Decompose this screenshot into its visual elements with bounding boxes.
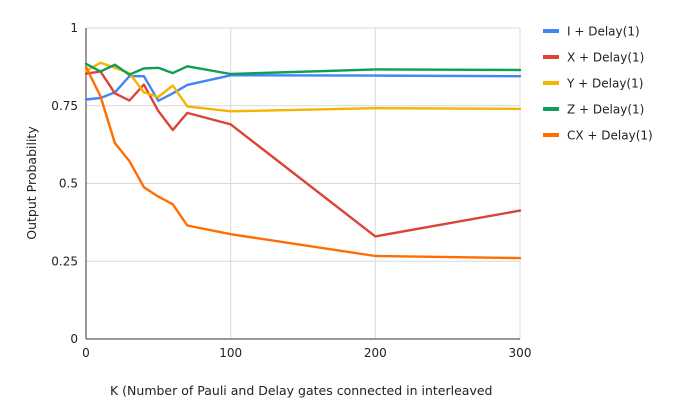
legend-label: CX + Delay(1) [567,129,653,143]
legend-label: Y + Delay(1) [566,77,643,91]
legend-label: I + Delay(1) [567,25,640,39]
grid-lines [86,27,521,339]
y-tick-label: 0.5 [59,177,78,191]
y-tick-label: 0.25 [51,254,78,268]
x-tick-label: 100 [219,346,242,360]
x-tick-label: 0 [82,346,90,360]
tick-labels: 0 0.25 0.5 0.75 1 0 100 200 300 [51,21,531,360]
legend: I + Delay(1) X + Delay(1) Y + Delay(1) Z + … [543,25,653,143]
x-tick-label: 300 [509,346,532,360]
x-axis-title: K (Number of Pauli and Delay gates conne… [110,383,492,398]
series-line-2 [84,70,522,238]
legend-label: Z + Delay(1) [567,103,644,117]
series-line-1 [84,74,522,103]
series-lines [84,61,522,260]
series-line-5 [84,65,522,260]
series-line-4 [84,62,522,76]
y-axis-title: Output Probability [24,126,39,240]
y-tick-label: 1 [70,21,78,35]
axes [85,28,520,340]
legend-label: X + Delay(1) [567,51,644,65]
y-tick-label: 0 [70,332,78,346]
y-tick-label: 0.75 [51,99,78,113]
x-tick-label: 200 [364,346,387,360]
